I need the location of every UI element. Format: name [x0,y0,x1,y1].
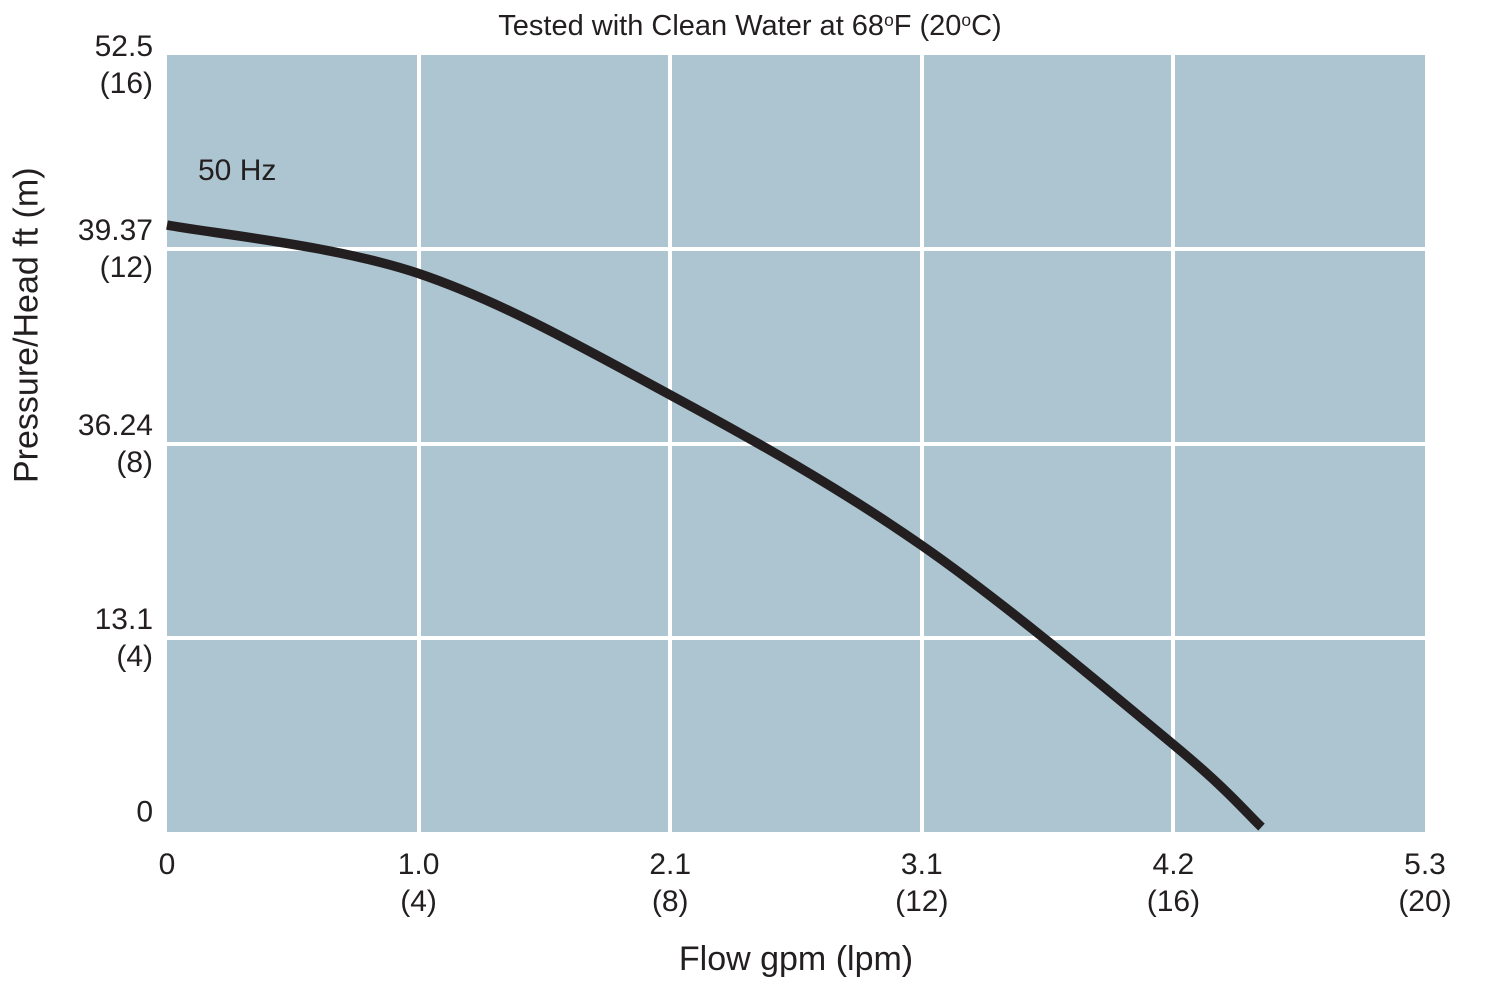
chart-title-text-2: F (20 [893,10,962,43]
gridline-horizontal [167,441,1425,446]
gridline-vertical [1171,55,1176,832]
y-tick-label: 36.24 (8) [0,407,153,481]
y-tick-label: 13.1 (4) [0,601,153,675]
y-tick-value-m: (16) [99,67,153,100]
x-tick-label: 0 [159,846,176,883]
x-tick-value-lpm: (8) [651,885,689,918]
x-tick-value-lpm: (12) [895,885,949,918]
x-tick-label: 5.3 (20) [1398,846,1451,920]
gridline-vertical [919,55,924,832]
x-tick-label: 4.2 (16) [1147,846,1200,920]
x-tick-value-gpm: 0 [158,848,176,881]
y-tick-label: 52.5 (16) [0,28,153,102]
degree-symbol-1: o [884,10,894,30]
y-tick-label: 39.37 (12) [0,212,153,286]
x-tick-value-gpm: 5.3 [1404,848,1446,881]
gridline-horizontal [167,247,1425,252]
x-tick-value-gpm: 2.1 [649,848,692,881]
chart-title: Tested with Clean Water at 68oF (20oC) [0,1,1500,45]
curve-layer [166,220,1265,831]
y-tick-value-ft: 36.24 [77,408,153,442]
y-tick-label: 0 [0,794,153,831]
y-tick-value-m: (4) [116,639,153,673]
gridline-vertical [668,55,673,832]
x-tick-label: 2.1 (8) [649,846,691,920]
x-tick-value-gpm: 4.2 [1152,848,1195,881]
x-tick-value-gpm: 1.0 [397,848,440,881]
y-tick-value-m: (12) [99,251,153,285]
x-tick-label: 3.1 (12) [895,846,948,920]
x-tick-value-lpm: (16) [1146,885,1201,918]
y-tick-value-ft: 52.5 [94,30,153,63]
chart-title-text-1: Tested with Clean Water at 68 [498,10,885,43]
y-tick-value-ft: 13.1 [94,602,153,636]
curve-label-50hz: 50 Hz [198,154,277,187]
pump-curve-50hz [166,220,1265,831]
x-tick-value-lpm: (4) [400,885,437,918]
x-axis-title: Flow gpm (lpm) [678,940,914,978]
plot-area: 50 Hz [166,55,1425,832]
x-tick-label: 1.0 (4) [398,846,440,920]
x-tick-value-gpm: 3.1 [900,848,943,881]
y-tick-value-ft: 0 [136,795,153,829]
chart-title-text-3: C) [971,10,1002,43]
y-tick-value-ft: 39.37 [77,214,153,248]
gridline-horizontal [167,635,1425,640]
x-tick-value-lpm: (20) [1398,885,1452,918]
y-tick-value-m: (8) [116,445,153,479]
degree-symbol-2: o [961,10,972,30]
gridline-vertical [416,55,421,832]
